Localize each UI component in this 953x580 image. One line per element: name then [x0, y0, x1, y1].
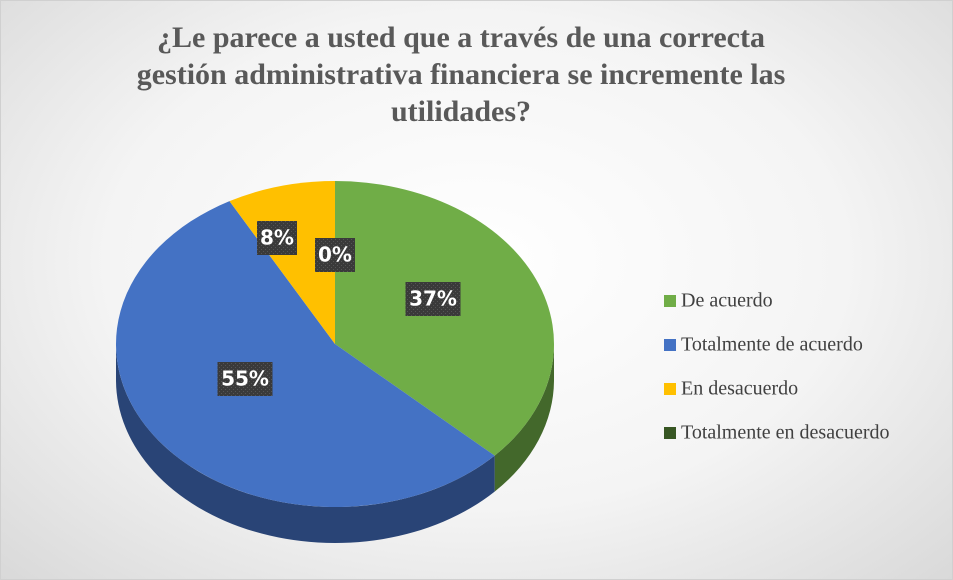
- legend-label: De acuerdo: [681, 290, 773, 312]
- legend-label: Totalmente de acuerdo: [681, 334, 863, 356]
- legend-swatch: [664, 295, 676, 307]
- slice: [115, 201, 495, 507]
- value-label-box: [217, 362, 273, 396]
- legend-label: En desacuerdo: [681, 378, 798, 400]
- value-label-box: [315, 238, 355, 272]
- slice: [229, 181, 335, 344]
- value-label: 8%: [260, 226, 294, 250]
- value-label: 0%: [318, 243, 352, 267]
- chart-title: ¿Le parece a usted que a través de una c…: [136, 21, 786, 128]
- value-label: 37%: [409, 287, 457, 311]
- legend-swatch: [664, 339, 676, 351]
- value-label-box: [257, 221, 297, 255]
- slice-side: [494, 344, 554, 492]
- legend-swatch: [664, 427, 676, 439]
- legend-swatch: [664, 383, 676, 395]
- value-label-box: [405, 282, 461, 316]
- slice: [335, 181, 554, 456]
- slice-side: [115, 344, 495, 543]
- value-label: 55%: [221, 367, 269, 391]
- legend-label: Totalmente en desacuerdo: [681, 422, 890, 444]
